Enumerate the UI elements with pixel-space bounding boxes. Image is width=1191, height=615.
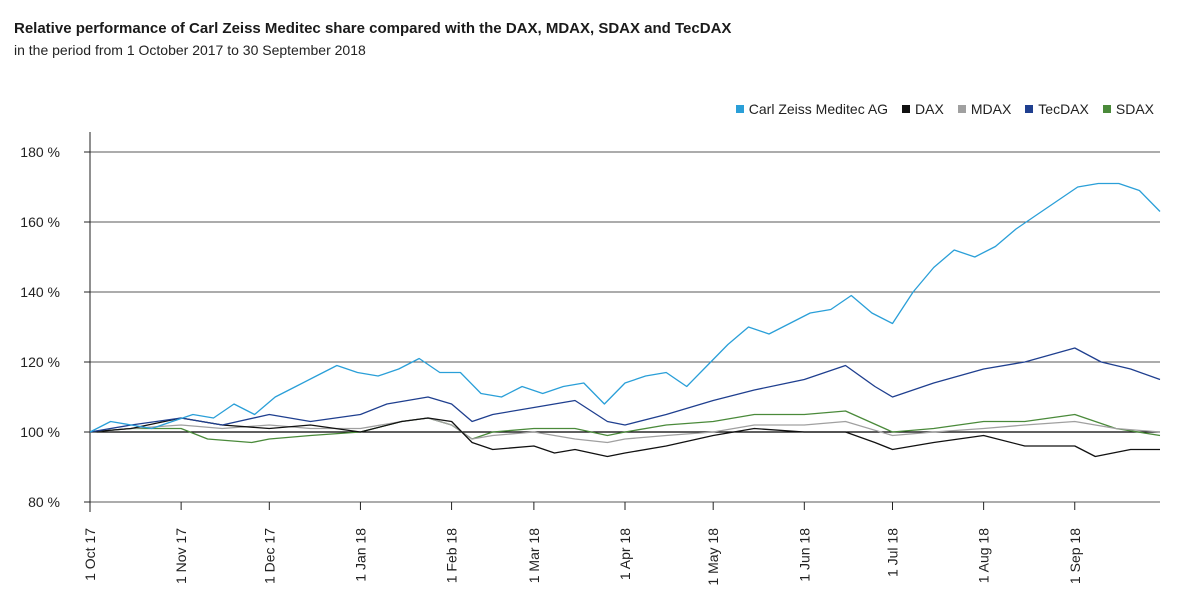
y-tick-label-160: 160 % xyxy=(20,214,60,230)
x-tick-label-10: 1 Aug 18 xyxy=(976,528,992,583)
chart-series xyxy=(89,182,1161,458)
y-tick-label-140: 140 % xyxy=(20,284,60,300)
legend-label-mdax: MDAX xyxy=(970,101,1012,117)
legend-item-carl-zeiss: Carl Zeiss Meditec AG xyxy=(735,101,889,117)
x-tick-label-6: 1 Apr 18 xyxy=(617,528,633,580)
x-tick-label-0: 1 Oct 17 xyxy=(82,528,98,581)
legend-item-sdax: SDAX xyxy=(1102,101,1154,117)
chart-subtitle: in the period from 1 October 2017 to 30 … xyxy=(14,42,366,58)
x-tick-label-3: 1 Jan 18 xyxy=(352,528,368,582)
series-line-carl-zeiss-meditec-ag xyxy=(89,182,1161,433)
y-tick-label-80: 80 % xyxy=(28,494,60,510)
legend-label-tecdax: TecDAX xyxy=(1038,101,1089,117)
chart-title: Relative performance of Carl Zeiss Medit… xyxy=(14,20,732,37)
chart-grid xyxy=(90,151,1160,503)
x-tick-label-4: 1 Feb 18 xyxy=(444,528,460,583)
legend-swatch-dax xyxy=(902,105,911,113)
chart-legend: Carl Zeiss Meditec AG DAX MDAX TecDAX SD… xyxy=(735,101,1154,117)
legend-swatch-tecdax xyxy=(1025,105,1034,113)
x-axis-ticks: 1 Oct 17 1 Nov 17 1 Dec 17 1 Jan 18 1 Feb 18… xyxy=(82,502,1083,586)
series-line-dax xyxy=(89,417,1160,458)
legend-item-tecdax: TecDAX xyxy=(1025,101,1089,117)
legend-item-mdax: MDAX xyxy=(957,101,1012,117)
y-tick-label-100: 100 % xyxy=(20,424,60,440)
x-tick-label-8: 1 Jun 18 xyxy=(796,528,812,582)
x-tick-label-11: 1 Sep 18 xyxy=(1067,528,1083,584)
legend-item-dax: DAX xyxy=(902,101,944,117)
legend-label-sdax: SDAX xyxy=(1115,101,1154,117)
x-tick-label-2: 1 Dec 17 xyxy=(261,528,277,584)
series-line-tecdax xyxy=(89,347,1161,433)
x-tick-label-7: 1 May 18 xyxy=(705,528,721,586)
x-tick-label-1: 1 Nov 17 xyxy=(173,528,189,584)
legend-swatch-carl-zeiss xyxy=(735,105,744,113)
y-axis-ticks: 80 % 100 % 120 % 140 % 160 % 180 % xyxy=(20,144,90,510)
legend-swatch-mdax xyxy=(957,105,966,113)
legend-swatch-sdax xyxy=(1102,105,1111,113)
series-line-sdax xyxy=(89,410,1161,444)
y-tick-label-120: 120 % xyxy=(20,354,60,370)
legend-label-dax: DAX xyxy=(915,101,944,117)
x-tick-label-5: 1 Mar 18 xyxy=(526,528,542,583)
x-tick-label-9: 1 Jul 18 xyxy=(885,528,901,577)
y-tick-label-180: 180 % xyxy=(20,144,60,160)
legend-label-carl-zeiss: Carl Zeiss Meditec AG xyxy=(748,101,889,117)
